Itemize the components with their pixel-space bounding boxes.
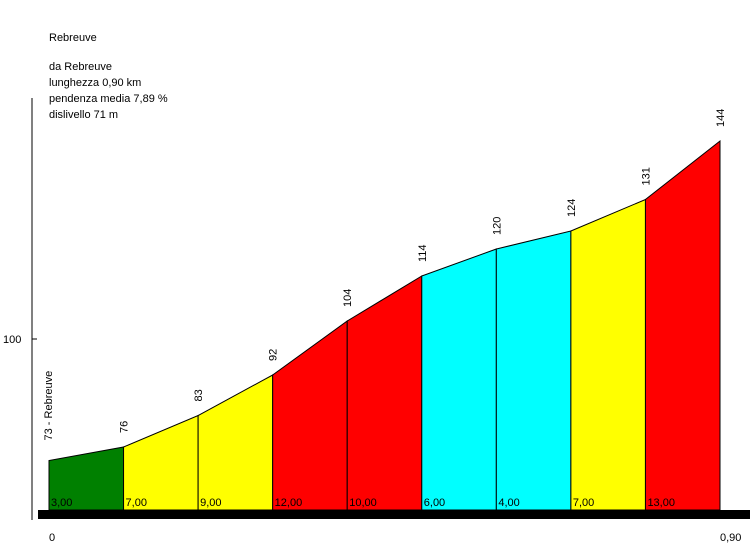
profile-segment (123, 414, 199, 511)
elevation-label: 144 (715, 109, 727, 127)
profile-segment (197, 374, 274, 511)
segment-gradient-label: 13,00 (647, 497, 675, 509)
segment-gradient-label: 6,00 (424, 497, 445, 509)
elevation-label: 92 (268, 349, 280, 361)
climb-length: lunghezza 0,90 km (49, 77, 142, 89)
climb-title: Rebreuve (49, 32, 97, 44)
x-tick-label: 0,90 (720, 532, 741, 544)
x-tick-label: 0 (49, 532, 55, 544)
profile-segment (272, 320, 348, 511)
climb-avg-gradient: pendenza media 7,89 % (49, 93, 168, 105)
elevation-label: 83 (193, 389, 205, 401)
y-tick-label: 100 (3, 334, 21, 346)
segment-gradient-label: 12,00 (275, 497, 303, 509)
elevation-label: 120 (491, 217, 503, 235)
segment-gradient-label: 7,00 (126, 497, 147, 509)
segment-gradient-label: 7,00 (573, 497, 594, 509)
elevation-label: 131 (640, 167, 652, 185)
x-axis-bar (38, 510, 750, 519)
start-elevation-label: 73 - Rebreuve (43, 371, 55, 441)
climb-start: da Rebreuve (49, 61, 112, 73)
segment-gradient-label: 3,00 (51, 497, 72, 509)
segment-gradient-label: 4,00 (498, 497, 519, 509)
profile-segment (644, 139, 721, 511)
profile-segment (570, 198, 646, 511)
segment-gradient-label: 10,00 (349, 497, 377, 509)
elevation-label: 114 (417, 244, 429, 262)
climb-elevation-gain: dislivello 71 m (49, 109, 119, 121)
segment-gradient-label: 9,00 (200, 497, 221, 509)
elevation-label: 124 (566, 199, 578, 217)
profile-segment (495, 230, 572, 511)
elevation-label: 104 (342, 289, 354, 307)
elevation-label: 76 (119, 421, 131, 433)
profile-segment (346, 275, 423, 511)
profile-segment (421, 248, 497, 511)
